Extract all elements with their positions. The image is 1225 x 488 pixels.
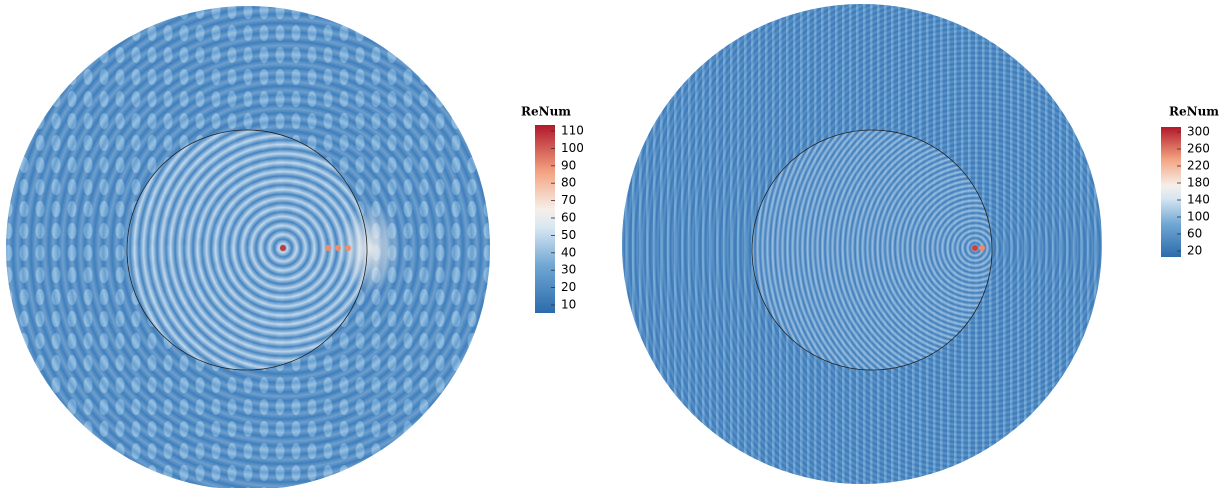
- colorbar-tick-label: 100: [1187, 210, 1210, 224]
- colorbar-tick-label: 20: [561, 280, 576, 294]
- colorbar-tick-label: 260: [1187, 142, 1210, 156]
- colorbar-tick-label: 60: [561, 211, 576, 225]
- colorbar-tick-label: 50: [561, 228, 576, 242]
- colorbar-tick-label: 90: [561, 158, 576, 172]
- colorbar-tick-label: 70: [561, 193, 576, 207]
- figure: ReNum ReNum 110 100 90 80 70 60 50 40 30 20 10 300 2…: [0, 0, 1225, 488]
- colorbar-title: ReNum: [521, 105, 571, 119]
- colorbar: [1161, 127, 1181, 257]
- colorbar-tick-label: 60: [1187, 227, 1202, 241]
- colorbar-tick-label: 30: [561, 263, 576, 277]
- colorbar-tick-label: 100: [561, 141, 584, 155]
- page: {"panels": [ {"colorbar": {"title": "ReN…: [0, 0, 1225, 488]
- colorbar-tick-label: 300: [1187, 125, 1210, 139]
- colorbar-tick-label: 180: [1187, 176, 1210, 190]
- colorbar-tick-label: 110: [561, 124, 584, 138]
- colorbar-tick-label: 20: [1187, 244, 1202, 258]
- field-right: [622, 4, 1102, 484]
- colorbar-tick-label: 80: [561, 176, 576, 190]
- colorbar: [535, 125, 555, 313]
- colorbar-tick-label: 10: [561, 298, 576, 312]
- colorbar-title: ReNum: [1169, 105, 1219, 119]
- colorbar-tick-label: 40: [561, 245, 576, 259]
- colorbar-tick-label: 140: [1187, 193, 1210, 207]
- field-left: [6, 6, 490, 488]
- colorbar-tick-label: 220: [1187, 159, 1210, 173]
